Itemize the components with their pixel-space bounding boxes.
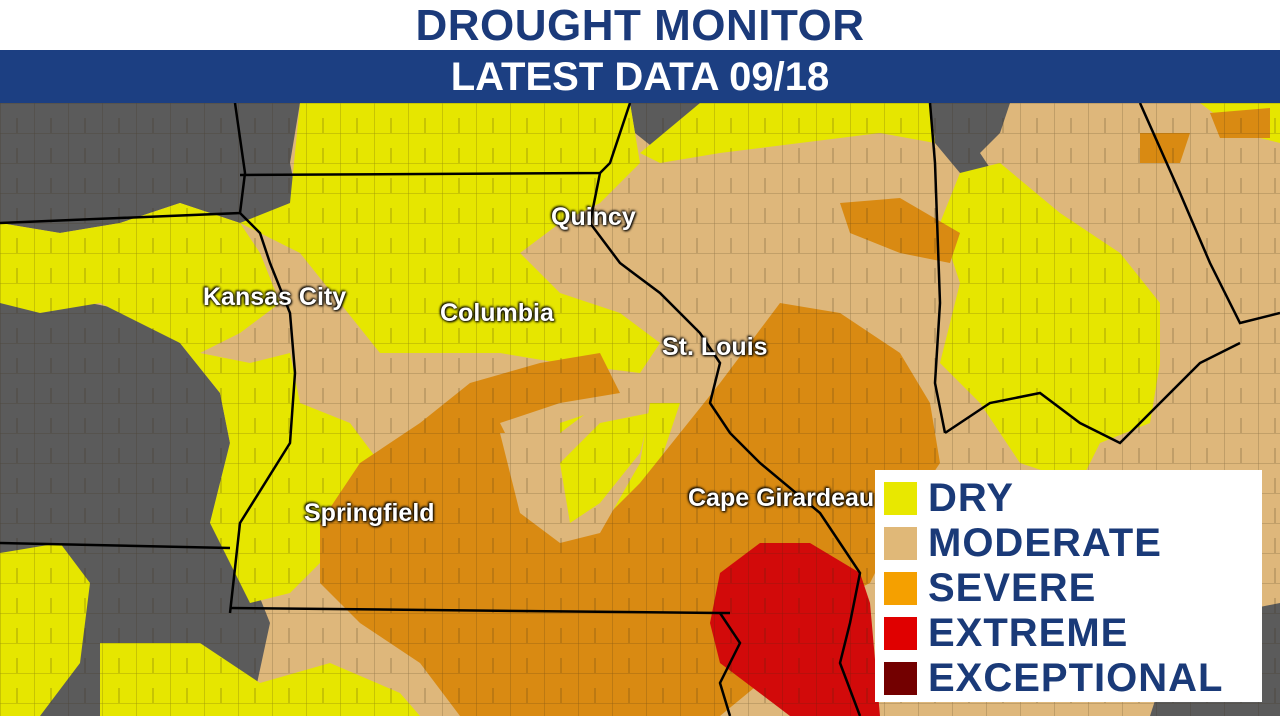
legend-item-severe: SEVERE xyxy=(884,566,1262,611)
city-label-quincy: Quincy xyxy=(551,203,636,231)
legend-label: DRY xyxy=(928,476,1014,520)
state-borders xyxy=(0,103,1280,716)
legend-label: MODERATE xyxy=(928,521,1162,565)
moderate-swatch xyxy=(884,527,917,560)
city-label-st-louis: St. Louis xyxy=(662,333,768,361)
extreme-swatch xyxy=(884,617,917,650)
legend-label: SEVERE xyxy=(928,566,1097,610)
city-label-kansas-city: Kansas City xyxy=(203,283,347,311)
exceptional-swatch xyxy=(884,662,917,695)
dry-swatch xyxy=(884,482,917,515)
drought-map xyxy=(0,103,1280,716)
subtitle-band: LATEST DATA 09/18 xyxy=(0,50,1280,103)
legend-item-dry: DRY xyxy=(884,476,1262,521)
title-band: DROUGHT MONITOR xyxy=(0,0,1280,50)
city-label-columbia: Columbia xyxy=(440,299,554,327)
legend: DRY MODERATE SEVERE EXTREME EXCEPTIONAL xyxy=(875,470,1262,702)
severe-swatch xyxy=(884,572,917,605)
legend-item-moderate: MODERATE xyxy=(884,521,1262,566)
legend-label: EXTREME xyxy=(928,611,1129,655)
legend-item-extreme: EXTREME xyxy=(884,611,1262,656)
data-date: LATEST DATA 09/18 xyxy=(450,55,830,99)
page-title: DROUGHT MONITOR xyxy=(415,1,865,50)
legend-label: EXCEPTIONAL xyxy=(928,656,1224,700)
legend-item-exceptional: EXCEPTIONAL xyxy=(884,656,1262,701)
city-label-springfield: Springfield xyxy=(304,499,435,527)
city-label-cape-girardeau: Cape Girardeau xyxy=(688,484,875,512)
